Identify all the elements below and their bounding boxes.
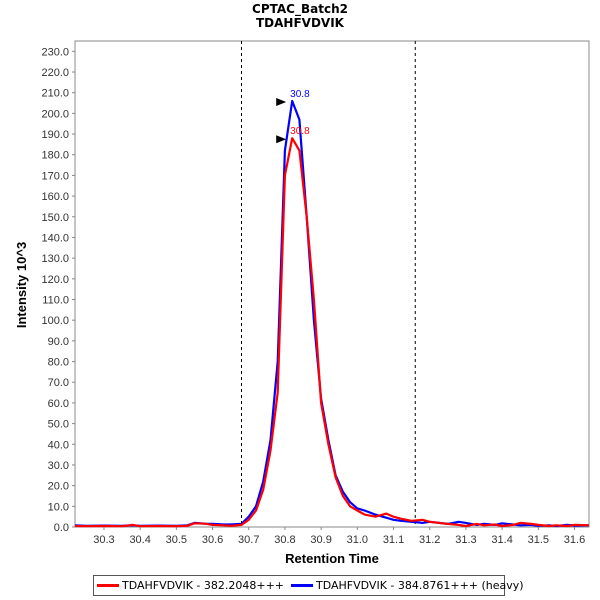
x-tick-label: 31.1	[383, 534, 404, 546]
integration-bounds	[241, 41, 416, 527]
legend-label-heavy: TDAHFVDVIK - 384.8761+++ (heavy)	[316, 579, 524, 592]
x-tick-label: 31.0	[347, 534, 368, 546]
y-tick-label: 100.0	[41, 315, 69, 327]
x-tick-label: 31.6	[564, 534, 585, 546]
legend-item-light: TDAHFVDVIK - 382.2048+++	[97, 579, 284, 592]
x-tick-label: 31.2	[419, 534, 440, 546]
y-tick-label: 30.0	[48, 460, 69, 472]
chart-subtitle: TDAHFVDVIK	[256, 16, 344, 30]
y-tick-label: 150.0	[41, 212, 69, 224]
series-lines	[74, 99, 590, 528]
y-tick-label: 60.0	[48, 398, 69, 410]
y-tick-label: 210.0	[41, 88, 69, 100]
peak-label-light: 30.8	[290, 126, 310, 137]
y-tick-label: 200.0	[41, 108, 69, 120]
x-tick-label: 31.4	[491, 534, 512, 546]
y-tick-label: 160.0	[41, 191, 69, 203]
x-tick-label: 31.3	[455, 534, 476, 546]
y-tick-label: 230.0	[41, 46, 69, 58]
y-tick-label: 90.0	[48, 336, 69, 348]
y-tick-label: 180.0	[41, 150, 69, 162]
legend-swatch-red	[97, 584, 119, 587]
x-tick-label: 30.8	[274, 534, 295, 546]
y-tick-label: 140.0	[41, 232, 69, 244]
peak-arrow-icon	[276, 97, 287, 106]
y-tick-label: 70.0	[48, 377, 69, 389]
x-tick-label: 30.7	[238, 534, 259, 546]
x-tick-label: 30.3	[93, 534, 114, 546]
y-tick-label: 50.0	[48, 419, 69, 431]
series-line-light	[74, 137, 590, 528]
x-tick-label: 30.9	[310, 534, 331, 546]
y-tick-label: 10.0	[48, 501, 69, 513]
x-tick-label: 30.6	[202, 534, 223, 546]
y-tick-label: 40.0	[48, 439, 69, 451]
peak-arrow-icon	[276, 135, 287, 144]
legend-item-heavy: TDAHFVDVIK - 384.8761+++ (heavy)	[291, 579, 524, 592]
y-tick-label: 120.0	[41, 274, 69, 286]
x-tick-label: 31.5	[528, 534, 549, 546]
y-tick-label: 220.0	[41, 67, 69, 79]
x-tick-label: 30.5	[166, 534, 187, 546]
chart-title: CPTAC_Batch2	[252, 2, 348, 16]
y-tick-label: 80.0	[48, 357, 69, 369]
y-tick-label: 130.0	[41, 253, 69, 265]
legend: TDAHFVDVIK - 382.2048+++ TDAHFVDVIK - 38…	[93, 575, 524, 596]
y-tick-label: 110.0	[42, 295, 69, 307]
y-tick-label: 170.0	[41, 170, 69, 182]
plot-area	[74, 40, 590, 528]
y-tick-label: 190.0	[41, 129, 69, 141]
x-tick-label: 30.4	[129, 534, 150, 546]
y-tick-label: 0.0	[54, 522, 69, 534]
legend-swatch-blue	[291, 584, 314, 587]
peak-label-heavy: 30.8	[290, 89, 310, 100]
plot-axes: 0.0 10.0 20.0 30.0 40.0 50.0 60.0 70.0 80.0 90.0 1…	[41, 40, 590, 546]
x-axis-label: Retention Time	[285, 551, 379, 566]
y-axis-label: Intensity 10^3	[14, 242, 29, 328]
peak-markers: 30.8 30.8	[276, 89, 310, 144]
legend-label-light: TDAHFVDVIK - 382.2048+++	[122, 579, 285, 592]
y-tick-label: 20.0	[48, 481, 69, 493]
